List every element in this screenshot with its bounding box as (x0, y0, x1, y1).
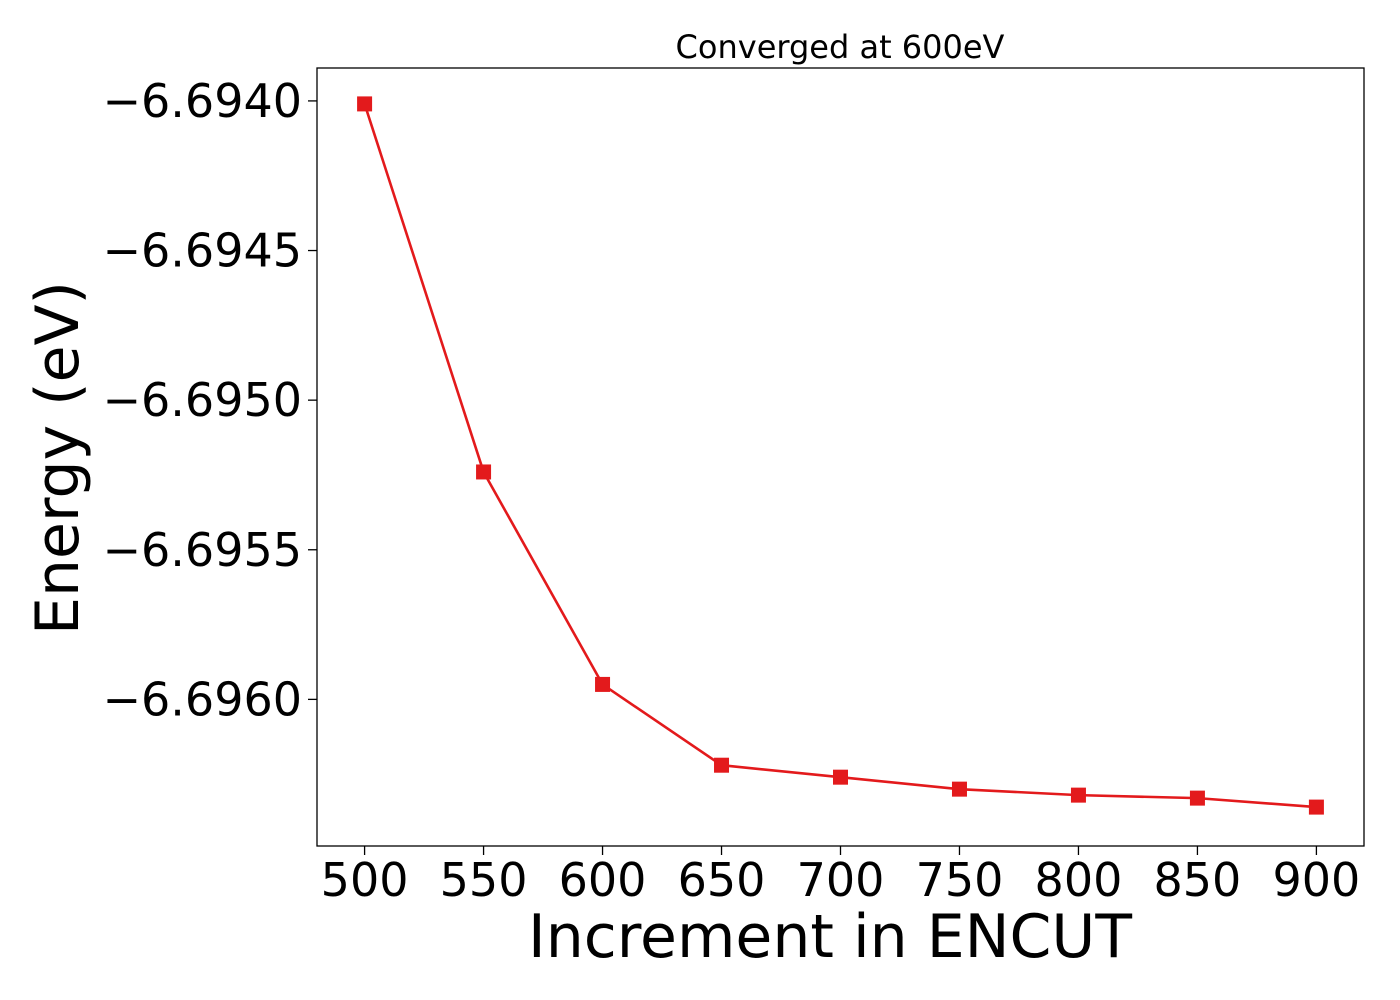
data-point (714, 757, 730, 773)
y-tick-label: −6.6960 (103, 672, 303, 726)
plot-area (316, 67, 1365, 847)
data-point (1308, 799, 1324, 815)
data-point (951, 781, 967, 797)
data-point (1070, 787, 1086, 803)
data-point (833, 769, 848, 785)
x-axis-label: Increment in ENCUT (528, 902, 1132, 972)
x-tick-label: 550 (440, 853, 528, 907)
data-point (595, 676, 611, 692)
y-tick-label: −6.6950 (103, 373, 303, 427)
x-axis-ticks: 500 550 600 650 700 750 800 850 900 (321, 846, 1361, 907)
series-layer (357, 96, 1324, 815)
y-axis-ticks: −6.6940 −6.6945 −6.6950 −6.6955 −6.6960 (103, 74, 317, 726)
x-tick-label: 500 (321, 853, 409, 907)
x-tick-label: 750 (916, 853, 1004, 907)
x-tick-label: 850 (1154, 853, 1242, 907)
x-tick-label: 600 (559, 853, 647, 907)
x-tick-label: 700 (797, 853, 885, 907)
y-axis-label: Energy (eV) (23, 281, 93, 635)
y-tick-label: −6.6955 (103, 523, 303, 577)
chart-title: Converged at 600eV (676, 28, 1005, 66)
y-tick-label: −6.6940 (103, 74, 303, 128)
x-tick-label: 900 (1273, 853, 1361, 907)
x-tick-label: 650 (678, 853, 766, 907)
data-point (476, 464, 492, 480)
data-point (1189, 790, 1205, 806)
y-tick-label: −6.6945 (103, 224, 303, 278)
data-point (357, 96, 373, 112)
x-tick-label: 800 (1035, 853, 1123, 907)
